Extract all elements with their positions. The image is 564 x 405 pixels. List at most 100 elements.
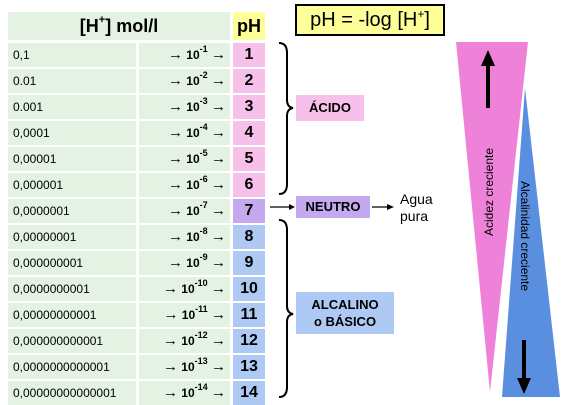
table-row: 0,00000000000001 → 10-14 → 14 (8, 381, 265, 405)
exponent: -8 (199, 226, 208, 236)
concentration-cell: 0.01 (8, 69, 136, 93)
table-row: 0,00001 → 10-5 → 5 (8, 147, 265, 171)
exponent: -6 (199, 174, 208, 184)
pure-water-line2: pura (400, 208, 429, 224)
arrow-glyph: → (163, 306, 179, 323)
table-row: 0,000000001 → 10-9 → 9 (8, 251, 265, 275)
alkalinity-down-arrow-head (517, 378, 531, 394)
base-ten: 10 (186, 178, 200, 192)
arrow-glyph: → (167, 124, 183, 141)
arrow-glyph: → (162, 358, 178, 375)
base-ten: 10 (181, 334, 195, 348)
ph-value-cell: 8 (233, 225, 265, 249)
power-of-ten-cell: → 10-3 → (139, 95, 230, 119)
table-row: 0,00000000001 → 10-11 → 11 (8, 303, 265, 327)
arrow-glyph: → (167, 228, 183, 245)
concentration-cell: 0,0000000000001 (8, 355, 136, 379)
concentration-cell: 0,000000001 (8, 251, 136, 275)
arrow-glyph: → (211, 202, 226, 219)
table-row: 0,000001 → 10-6 → 6 (8, 173, 265, 197)
base-ten: 10 (181, 360, 195, 374)
ph-value-cell: 5 (233, 147, 265, 171)
table-row: 0.01 → 10-2 → 2 (8, 69, 265, 93)
arrow-glyph: → (167, 46, 183, 63)
arrow-glyph: → (211, 46, 226, 63)
arrow-glyph: → (211, 150, 226, 167)
exponent: -9 (199, 252, 208, 262)
arrow-glyph: → (211, 306, 226, 323)
power-of-ten-cell: → 10-13 → (139, 355, 230, 379)
power-of-ten-cell: → 10-2 → (139, 69, 230, 93)
exponent: -11 (195, 304, 208, 314)
arrow-glyph: → (211, 280, 226, 297)
power-of-ten-cell: → 10-4 → (139, 121, 230, 145)
power-of-ten-cell: → 10-14 → (139, 381, 230, 405)
power-of-ten-cell: → 10-9 → (139, 251, 230, 275)
ph-value-cell: 2 (233, 69, 265, 93)
arrow-glyph: → (211, 124, 226, 141)
exponent: -10 (194, 278, 208, 288)
concentration-cell: 0.001 (8, 95, 136, 119)
arrow-glyph: → (167, 150, 183, 167)
acid-label: ÁCIDO (296, 95, 364, 121)
power-of-ten-cell: → 10-7 → (139, 199, 230, 223)
exponent: -2 (199, 70, 208, 80)
ph-value-cell: 6 (233, 173, 265, 197)
acidity-label: Acidez creciente (482, 148, 496, 236)
ph-formula: pH = -log [H+] (295, 4, 445, 36)
arrow-glyph: → (167, 72, 183, 89)
alkalinity-label: Alcalinidad creciente (518, 181, 532, 291)
ph-value-cell: 3 (233, 95, 265, 119)
table-row: 0,0000001 → 10-7 → 7 (8, 199, 265, 223)
neutral-arrow-head (289, 204, 295, 210)
concentration-header: [H+] mol/l (8, 12, 230, 40)
ph-value-cell: 7 (233, 199, 265, 223)
neutral-label: NEUTRO (296, 196, 370, 218)
arrow-glyph: → (211, 176, 226, 193)
power-of-ten-cell: → 10-6 → (139, 173, 230, 197)
alkaline-label-line1: ALCALINO (311, 297, 379, 312)
power-of-ten-cell: → 10-10 → (139, 277, 230, 301)
exponent: -3 (199, 96, 208, 106)
alkaline-bracket (278, 219, 294, 398)
base-ten: 10 (186, 152, 200, 166)
arrow-glyph: → (211, 98, 226, 115)
exponent: -7 (199, 200, 208, 210)
ph-value-cell: 11 (233, 303, 265, 327)
base-ten: 10 (186, 48, 200, 62)
base-ten: 10 (186, 126, 200, 140)
base-ten: 10 (186, 256, 200, 270)
concentration-cell: 0,000000000001 (8, 329, 136, 353)
exponent: -13 (194, 356, 208, 366)
concentration-cell: 0,0000000001 (8, 277, 136, 301)
acid-bracket (278, 42, 294, 195)
ph-value-cell: 1 (233, 43, 265, 67)
exponent: -1 (199, 44, 208, 54)
base-ten: 10 (181, 386, 195, 400)
concentration-cell: 0,00000000001 (8, 303, 136, 327)
arrow-glyph: → (162, 280, 178, 297)
arrow-glyph: → (162, 384, 178, 401)
table-row: 0,000000000001 → 10-12 → 12 (8, 329, 265, 353)
concentration-cell: 0,0000001 (8, 199, 136, 223)
arrow-glyph: → (211, 72, 226, 89)
ph-value-cell: 4 (233, 121, 265, 145)
exponent: -14 (194, 382, 208, 392)
concentration-cell: 0,00000000000001 (8, 381, 136, 405)
exponent: -4 (199, 122, 208, 132)
power-of-ten-cell: → 10-8 → (139, 225, 230, 249)
alkaline-label-line2: o BÁSICO (313, 314, 377, 329)
base-ten: 10 (186, 204, 200, 218)
ph-value-cell: 14 (233, 381, 265, 405)
arrow-glyph: → (211, 332, 226, 349)
table-row: 0,00000001 → 10-8 → 8 (8, 225, 265, 249)
power-of-ten-cell: → 10-11 → (139, 303, 230, 327)
acidity-triangle (456, 42, 528, 392)
table-row: 0,1 → 10-1 → 1 (8, 43, 265, 67)
arrow-glyph: → (211, 254, 226, 271)
concentration-cell: 0,000001 (8, 173, 136, 197)
base-ten: 10 (186, 230, 200, 244)
concentration-cell: 0,00000001 (8, 225, 136, 249)
arrow-glyph: → (167, 202, 183, 219)
